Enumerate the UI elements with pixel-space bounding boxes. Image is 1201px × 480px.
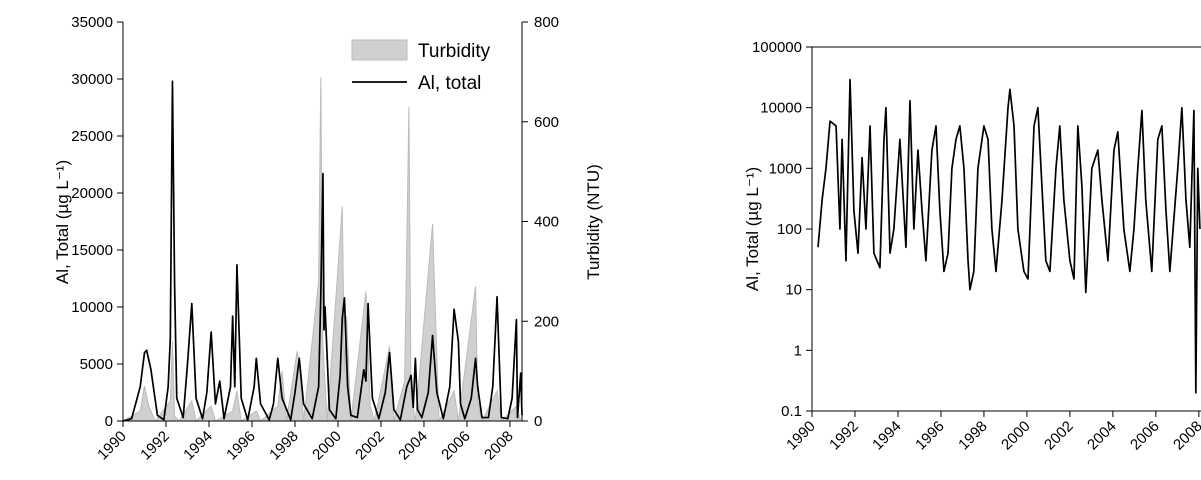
legend-swatch [351, 39, 408, 61]
y-tick-label: 25000 [71, 128, 113, 145]
y2-tick-label: 200 [534, 313, 559, 330]
x-tick-label: 2000 [309, 428, 345, 464]
y2-tick-label: 0 [534, 413, 542, 430]
x-tick-label: 2006 [1127, 418, 1163, 454]
y2-tick-label: 400 [534, 214, 559, 231]
y-axis-label: Al, Total (µg L⁻¹) [53, 160, 72, 284]
x-tick-label: 1996 [223, 428, 259, 464]
y-tick-label: 20000 [71, 185, 113, 202]
x-tick-label: 1992 [826, 418, 862, 454]
x-tick-label: 2002 [352, 428, 388, 464]
x-tick-label: 1990 [94, 428, 130, 464]
y-tick-label: 15000 [71, 242, 113, 259]
y-tick-label: 30000 [71, 71, 113, 88]
y-tick-label: 35000 [71, 14, 113, 31]
x-tick-label: 1990 [783, 418, 819, 454]
series-line [122, 80, 523, 422]
x-tick-label: 2008 [1170, 418, 1201, 454]
y2-axis-label: Turbidity (NTU) [584, 164, 603, 280]
y2-tick-label: 800 [534, 14, 559, 31]
x-tick-label: 1998 [266, 428, 302, 464]
y-tick-label: 1 [794, 342, 802, 359]
y-axis-label: Al, Total (µg L⁻¹) [743, 167, 762, 291]
y-tick-label: 100 [777, 221, 802, 238]
x-tick-label: 2008 [481, 428, 517, 464]
x-tick-label: 1998 [955, 418, 991, 454]
x-tick-label: 2004 [395, 428, 431, 464]
y-tick-label: 100000 [752, 39, 802, 56]
x-tick-label: 2000 [998, 418, 1034, 454]
x-tick-label: 1996 [912, 418, 948, 454]
x-tick-label: 2002 [1041, 418, 1077, 454]
y-tick-label: 10000 [760, 100, 802, 117]
x-tick-label: 1994 [180, 428, 216, 464]
y-tick-label: 10 [785, 282, 802, 299]
legend-label: Al, total [418, 73, 481, 94]
x-tick-label: 2006 [438, 428, 474, 464]
x-tick-label: 1994 [869, 418, 905, 454]
x-tick-label: 1992 [137, 428, 173, 464]
y-tick-label: 5000 [80, 356, 113, 373]
y2-tick-label: 600 [534, 114, 559, 131]
y-tick-label: 0.1 [781, 403, 802, 420]
legend-label: Turbidity [418, 41, 491, 62]
y-tick-label: 10000 [71, 299, 113, 316]
y-tick-label: 1000 [769, 160, 802, 177]
series-line [817, 78, 1201, 394]
x-tick-label: 2004 [1084, 418, 1120, 454]
y-tick-label: 0 [105, 413, 113, 430]
